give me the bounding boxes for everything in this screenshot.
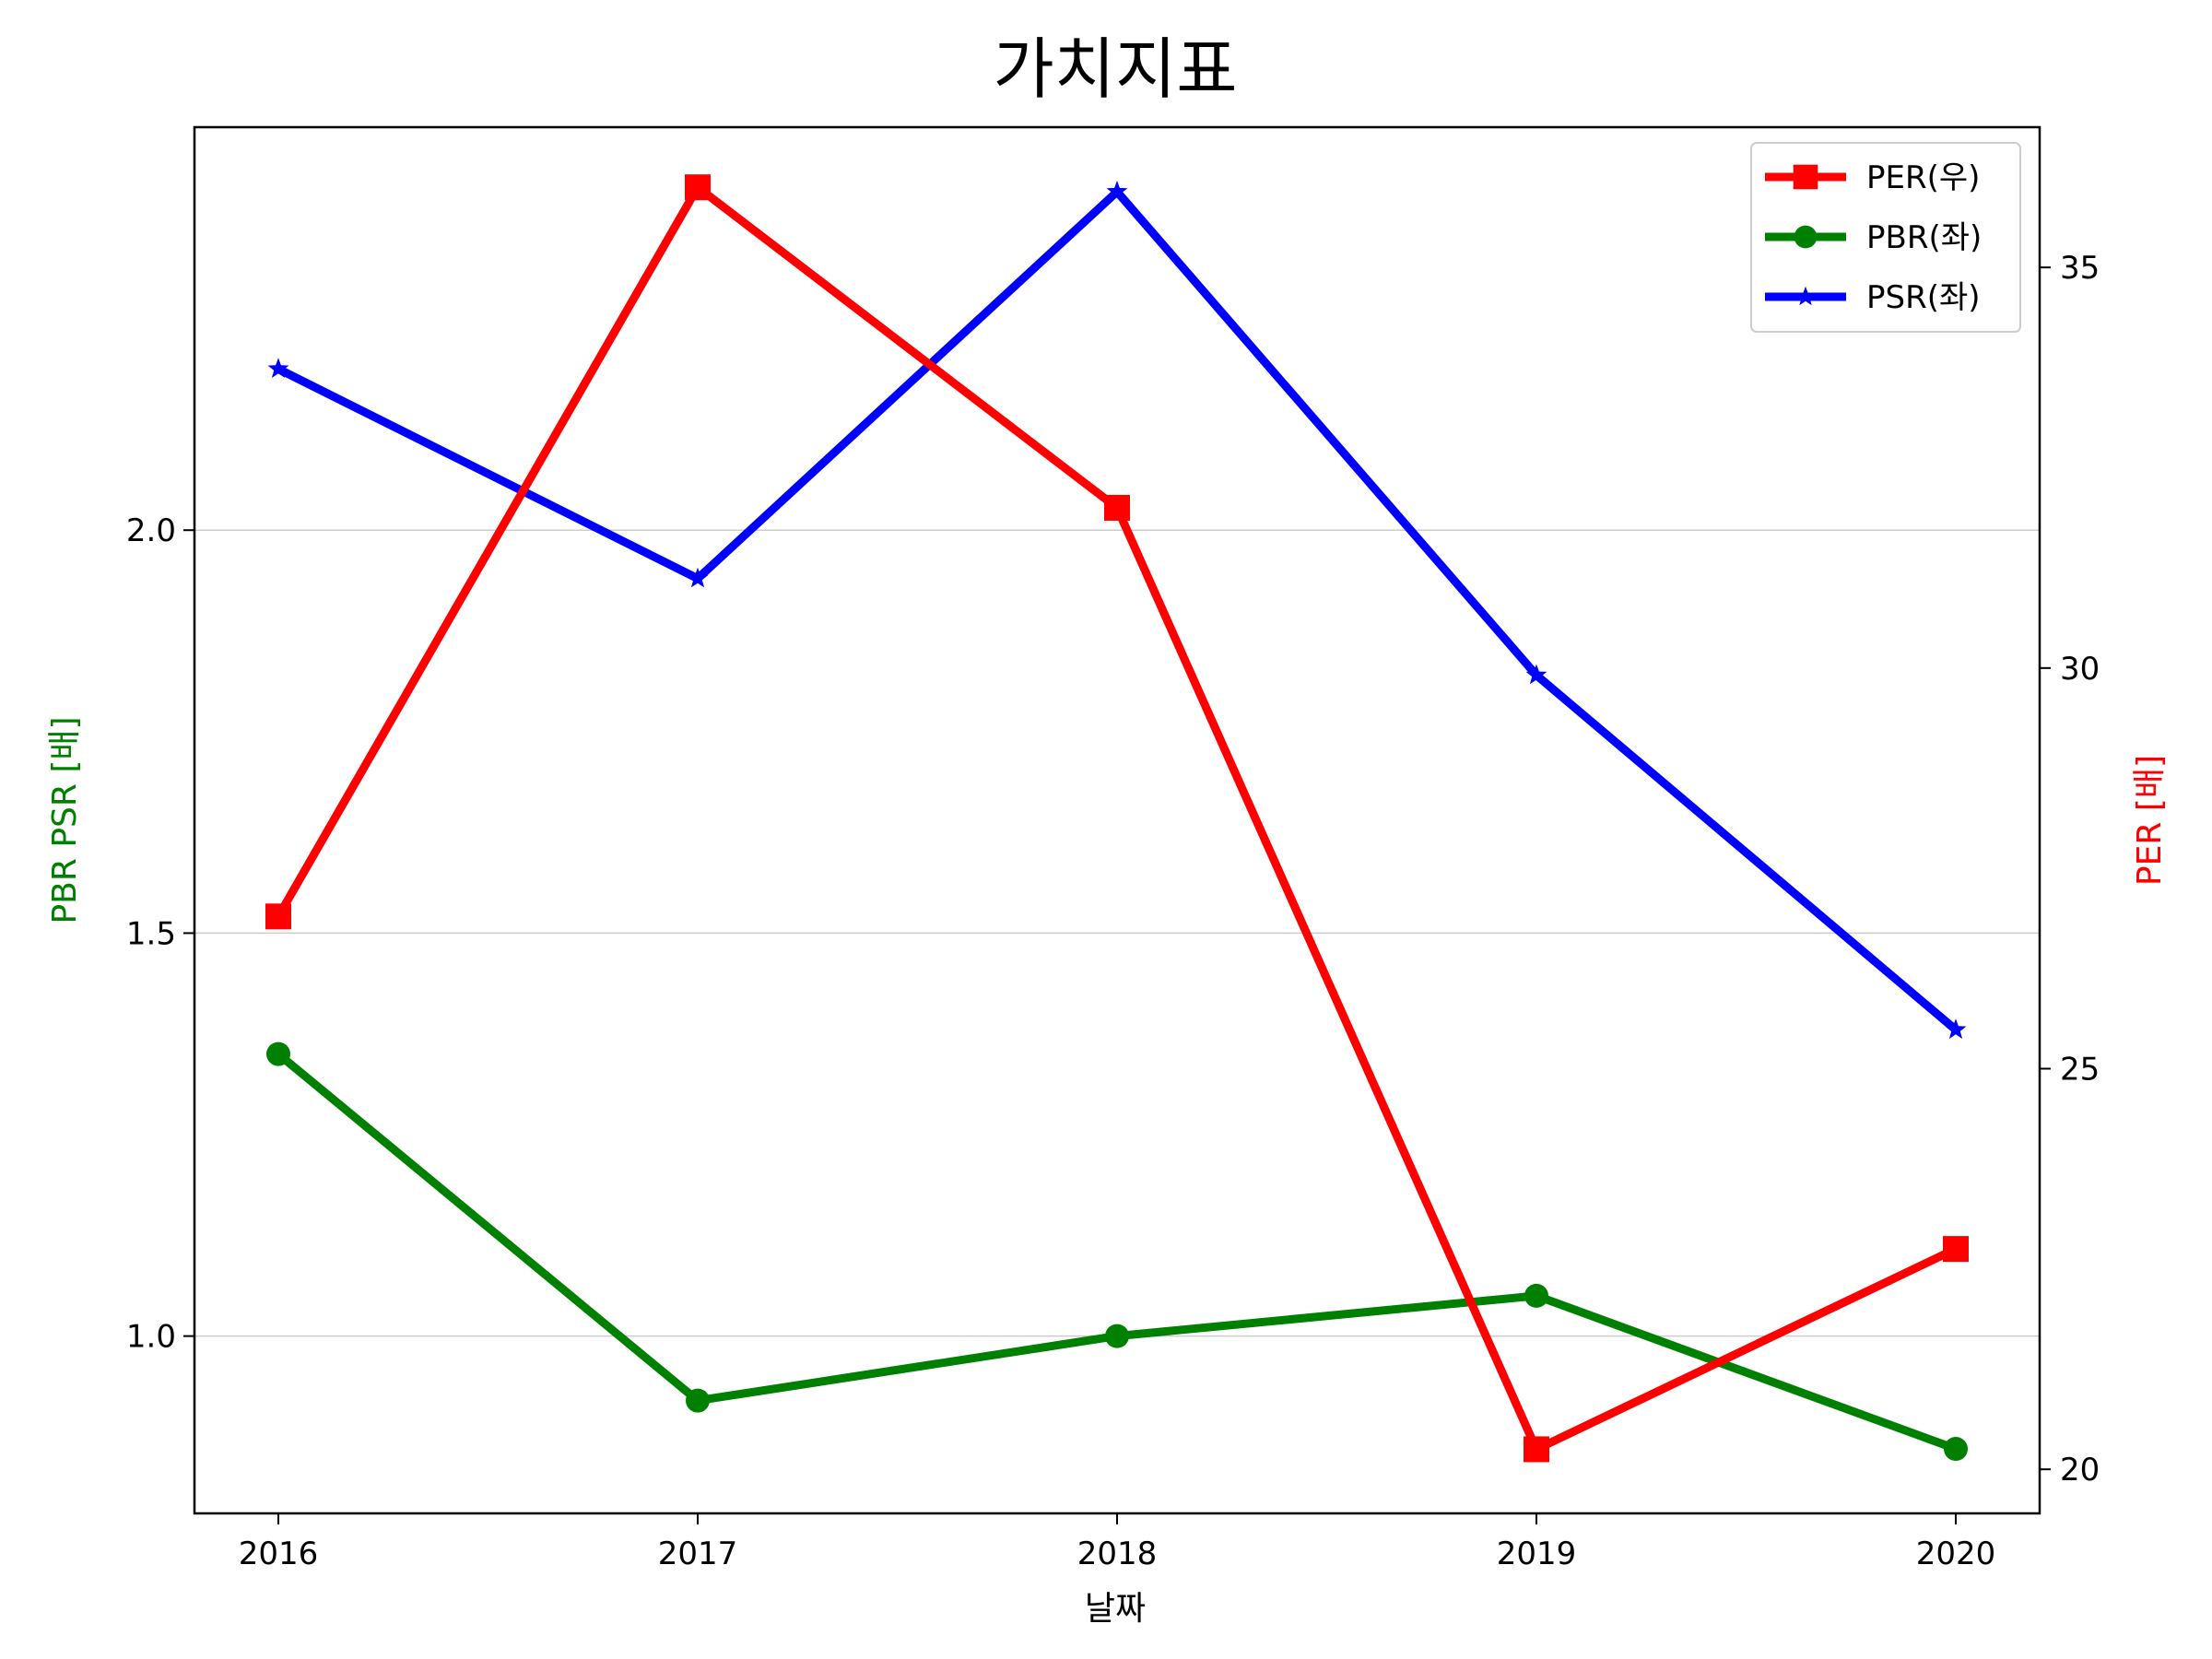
x-tick-label: 2017 [658,1535,738,1572]
y-left-tick-label: 1.0 [126,1319,176,1356]
series-1 [266,1041,1968,1462]
data-point [267,358,289,378]
data-point [1945,1018,1967,1040]
y-axis-left-label: PBR PSR [배] [46,716,84,924]
data-point [1943,1236,1969,1263]
y-axis-right-label: PER [배] [2131,755,2169,886]
legend-box [1750,142,2021,333]
y-right-tick-label: 35 [2060,250,2100,287]
y-left-tick-label: 2.0 [126,512,176,549]
data-point [685,174,711,201]
data-point [1104,494,1130,521]
data-point [1524,1283,1548,1308]
data-point [1524,1436,1549,1463]
series-layer [265,174,1969,1463]
plot-frame [193,125,2041,1515]
y-left-tick-label: 1.5 [126,915,176,952]
x-tick-label: 2016 [239,1535,319,1572]
legend-marker [1793,164,1818,190]
chart-title: 가치지표 [994,30,1238,108]
data-point [266,1041,290,1066]
series-line [276,1051,1958,1453]
legend-label: PSR(좌) [1866,279,1981,316]
data-point [1525,664,1547,685]
y-axis-left: 1.0 1.5 2.0 [126,512,194,1356]
y-right-tick-label: 25 [2060,1052,2100,1088]
x-axis: 2016 2017 2018 2019 2020 [239,1513,1996,1572]
legend-marker [1794,225,1818,249]
data-point [1106,181,1128,201]
legend: PER(우) PBR(좌) PSR(좌) [1750,142,2021,333]
x-tick-label: 2019 [1497,1535,1577,1572]
x-tick-label: 2018 [1077,1535,1158,1572]
legend-entry: PBR(좌) [1765,219,1982,256]
data-point [1105,1324,1129,1348]
legend-label: PBR(좌) [1866,219,1982,256]
legend-entry: PSR(좌) [1765,279,1981,316]
series-line [276,187,1959,1033]
legend-marker [1795,286,1816,306]
x-axis-label: 날짜 [1085,1590,1146,1628]
series-2 [267,181,1967,1040]
legend-label: PER(우) [1866,159,1980,196]
data-point [265,903,291,930]
data-point [1944,1437,1968,1462]
y-axis-right: 20 25 30 35 [2040,250,2100,1488]
data-point [687,567,709,588]
legend-entry: PER(우) [1765,159,1980,196]
y-right-tick-label: 20 [2060,1452,2100,1488]
data-point [686,1388,710,1413]
series-0 [265,174,1969,1463]
x-tick-label: 2020 [1916,1535,1996,1572]
y-right-tick-label: 30 [2060,651,2100,688]
